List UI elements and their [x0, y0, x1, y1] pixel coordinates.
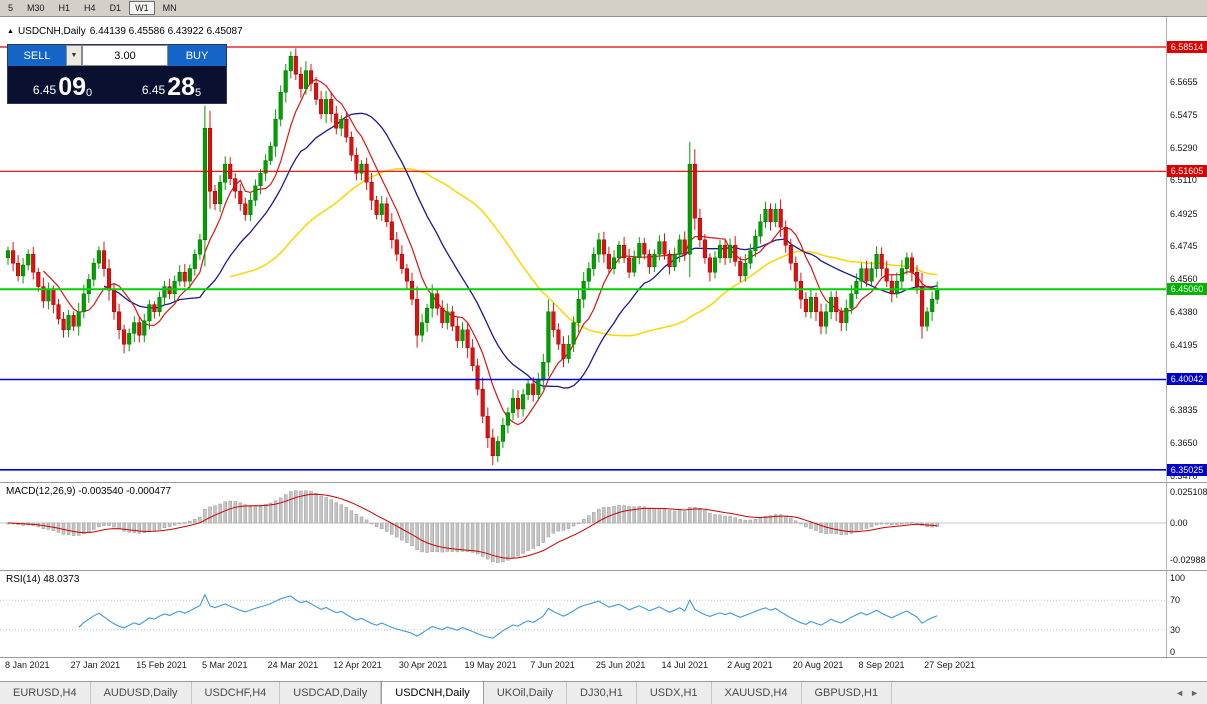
- buy-button[interactable]: BUY: [168, 45, 226, 66]
- chart-tab-ukoil-daily[interactable]: UKOil,Daily: [484, 682, 568, 704]
- price-axis-tick: 6.4195: [1170, 340, 1198, 351]
- buy-price-big: 28: [167, 73, 196, 101]
- chart-header: ▲ USDCNH,Daily 6.44139 6.45586 6.43922 6.4…: [7, 26, 247, 37]
- date-axis-label: 30 Apr 2021: [398, 660, 448, 670]
- timeframe-button-m30[interactable]: M30: [27, 3, 45, 13]
- timeframe-toolbar: 5 M30 H1 H4 D1 W1 MN: [0, 0, 1207, 17]
- date-axis-label: 19 May 2021: [464, 660, 517, 670]
- price-level-tag[interactable]: 6.58514: [1167, 40, 1207, 53]
- date-axis-label: 24 Mar 2021: [267, 660, 319, 670]
- chart-tab-xauusd-h4[interactable]: XAUUSD,H4: [712, 682, 802, 704]
- buy-price-display[interactable]: 6.45 28 5: [117, 66, 226, 103]
- tab-scroll-arrows: ◄ ►: [1175, 682, 1207, 704]
- chart-tab-dj30-h1[interactable]: DJ30,H1: [567, 682, 637, 704]
- rsi-label: RSI(14) 48.0373: [6, 574, 80, 585]
- sell-price-big: 09: [58, 73, 87, 101]
- chart-tab-usdcad-daily[interactable]: USDCAD,Daily: [280, 682, 382, 704]
- collapse-icon[interactable]: ▲: [7, 28, 14, 35]
- price-level-tag[interactable]: 6.51605: [1167, 165, 1207, 178]
- chart-tabs-bar: EURUSD,H4 AUDUSD,Daily USDCHF,H4 USDCAD,Dai…: [0, 681, 1207, 704]
- date-axis-label: 15 Feb 2021: [136, 660, 187, 670]
- chart-tab-usdchf-h4[interactable]: USDCHF,H4: [192, 682, 281, 704]
- price-axis-tick: 6.3835: [1170, 404, 1198, 415]
- price-axis-tick: 6.5110: [1170, 175, 1197, 186]
- rsi-axis-tick: 0: [1170, 647, 1176, 657]
- price-axis-tick: 6.4560: [1170, 274, 1198, 285]
- date-axis-label: 8 Sep 2021: [858, 660, 905, 670]
- rsi-axis-tick: 30: [1170, 624, 1181, 635]
- one-click-trading-panel: SELL ▼ 3.00 BUY 6.45 09 0 6.45 28 5: [7, 44, 227, 104]
- chart-tab-gbpusd-h1[interactable]: GBPUSD,H1: [802, 682, 893, 704]
- date-axis-label: 20 Aug 2021: [792, 660, 844, 670]
- date-axis-label: 27 Sep 2021: [924, 660, 976, 670]
- sell-button[interactable]: SELL: [8, 45, 66, 66]
- macd-axis-tick: 0.00: [1170, 518, 1188, 528]
- price-level-tag[interactable]: 6.35025: [1167, 463, 1207, 476]
- volume-input[interactable]: 3.00: [82, 45, 168, 66]
- timeframe-button-mn[interactable]: MN: [162, 3, 177, 13]
- timeframe-button-w1[interactable]: W1: [129, 1, 155, 15]
- date-axis-label: 5 Mar 2021: [201, 660, 248, 670]
- price-axis-tick: 6.4925: [1170, 208, 1198, 219]
- price-axis-tick: 6.4380: [1170, 306, 1198, 317]
- price-axis-tick: 6.5655: [1170, 77, 1198, 88]
- chart-tab-audusd-daily[interactable]: AUDUSD,Daily: [91, 682, 192, 704]
- sell-price-sup: 0: [86, 87, 93, 99]
- date-axis-label: 7 Jun 2021: [530, 660, 575, 670]
- macd-label: MACD(12,26,9) -0.003540 -0.000477: [6, 486, 172, 497]
- date-axis-label: 14 Jul 2021: [661, 660, 709, 670]
- timeframe-button-h1[interactable]: H1: [58, 3, 71, 13]
- rsi-axis-tick: 70: [1170, 595, 1181, 606]
- timeframe-button-5[interactable]: 5: [8, 3, 14, 13]
- macd-axis-tick: 0.025108: [1170, 487, 1207, 498]
- price-axis-tick: 6.3650: [1170, 438, 1198, 449]
- sell-price-display[interactable]: 6.45 09 0: [8, 66, 117, 103]
- price-level-tag[interactable]: 6.40042: [1167, 373, 1207, 386]
- buy-price-sup: 5: [195, 87, 202, 99]
- volume-dropdown-icon[interactable]: ▼: [66, 45, 82, 66]
- sell-price-prefix: 6.45: [32, 83, 57, 97]
- price-level-tag[interactable]: 6.45060: [1167, 283, 1207, 296]
- tab-scroll-right-icon[interactable]: ►: [1190, 688, 1199, 698]
- chart-symbol-label: USDCNH,Daily: [17, 26, 86, 37]
- date-axis-label: 25 Jun 2021: [595, 660, 646, 670]
- tab-scroll-left-icon[interactable]: ◄: [1175, 688, 1185, 698]
- buy-price-prefix: 6.45: [141, 83, 166, 97]
- date-axis-label: 8 Jan 2021: [5, 660, 50, 670]
- timeframe-button-d1[interactable]: D1: [109, 3, 122, 13]
- date-axis-label: 27 Jan 2021: [70, 660, 121, 670]
- chart-ohlc-values: 6.44139 6.45586 6.43922 6.45087: [89, 26, 243, 37]
- price-axis-tick: 6.5475: [1170, 109, 1198, 120]
- chart-tab-usdx-h1[interactable]: USDX,H1: [637, 682, 712, 704]
- date-axis-label: 12 Apr 2021: [333, 660, 382, 670]
- price-axis-tick: 6.5290: [1170, 143, 1198, 154]
- macd-axis-tick: -0.02988: [1170, 554, 1206, 565]
- date-axis-label: 2 Aug 2021: [727, 660, 773, 670]
- chart-tab-eurusd-h4[interactable]: EURUSD,H4: [0, 682, 91, 704]
- timeframe-button-h4[interactable]: H4: [84, 3, 96, 13]
- chart-tab-usdcnh-daily[interactable]: USDCNH,Daily: [381, 682, 484, 704]
- price-axis-tick: 6.4745: [1170, 241, 1198, 252]
- rsi-axis-tick: 100: [1170, 573, 1186, 583]
